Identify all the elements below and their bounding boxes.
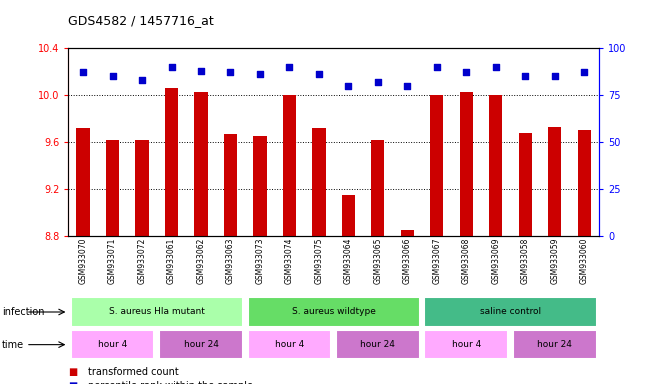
Text: GDS4582 / 1457716_at: GDS4582 / 1457716_at [68,14,214,27]
Bar [71,330,154,359]
Bar [460,91,473,236]
Bar [71,297,243,327]
Point [107,73,118,79]
Point [137,77,147,83]
Point [166,64,176,70]
Point [549,73,560,79]
Point [225,70,236,76]
Text: S. aureus wildtype: S. aureus wildtype [292,308,376,316]
Bar [424,297,596,327]
Bar [253,136,266,236]
Point [343,83,353,89]
Bar [371,140,385,236]
Text: hour 4: hour 4 [275,340,304,349]
Bar [165,88,178,236]
Bar [247,297,420,327]
Bar [195,91,208,236]
Point [314,71,324,78]
Text: infection: infection [2,307,44,317]
Point [461,70,471,76]
Bar [76,128,90,236]
Bar [519,133,532,236]
Point [520,73,531,79]
Bar [430,95,443,236]
Text: hour 24: hour 24 [184,340,219,349]
Text: hour 4: hour 4 [452,340,481,349]
Text: hour 4: hour 4 [98,340,127,349]
Text: hour 24: hour 24 [537,340,572,349]
Bar [401,230,414,236]
Bar [135,140,148,236]
Bar [336,330,420,359]
Bar [283,95,296,236]
Bar [106,140,119,236]
Text: S. aureus Hla mutant: S. aureus Hla mutant [109,308,204,316]
Point [255,71,265,78]
Point [78,70,89,76]
Bar [312,128,326,236]
Point [491,64,501,70]
Text: saline control: saline control [480,308,541,316]
Bar [513,330,596,359]
Point [432,64,442,70]
Text: ■: ■ [68,381,77,384]
Bar [489,95,503,236]
Bar [424,330,508,359]
Point [402,83,413,89]
Bar [159,330,243,359]
Bar [342,195,355,236]
Point [579,70,589,76]
Point [284,64,295,70]
Point [196,68,206,74]
Text: transformed count: transformed count [88,367,178,377]
Bar [577,130,591,236]
Text: time: time [2,339,24,350]
Bar [247,330,331,359]
Bar [224,134,237,236]
Text: percentile rank within the sample: percentile rank within the sample [88,381,253,384]
Text: ■: ■ [68,367,77,377]
Bar [548,127,561,236]
Text: hour 24: hour 24 [361,340,395,349]
Point [372,79,383,85]
